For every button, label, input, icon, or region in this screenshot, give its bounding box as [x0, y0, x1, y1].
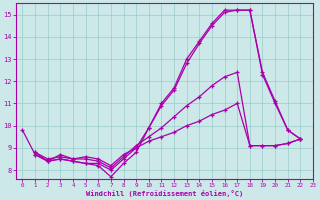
X-axis label: Windchill (Refroidissement éolien,°C): Windchill (Refroidissement éolien,°C): [86, 190, 243, 197]
